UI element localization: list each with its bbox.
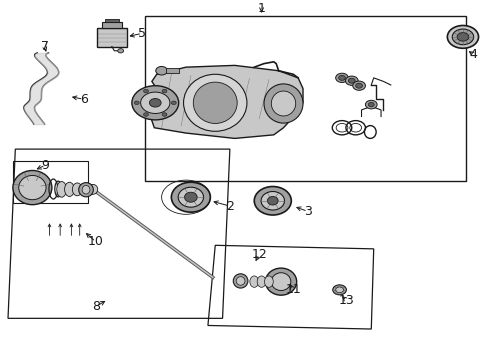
Ellipse shape xyxy=(19,175,46,200)
Circle shape xyxy=(352,81,365,90)
Ellipse shape xyxy=(233,274,247,288)
Circle shape xyxy=(332,285,346,295)
Ellipse shape xyxy=(271,273,290,291)
Ellipse shape xyxy=(267,197,278,205)
Circle shape xyxy=(149,99,161,107)
Circle shape xyxy=(132,86,178,120)
Bar xyxy=(13,161,88,203)
Ellipse shape xyxy=(265,268,296,295)
Circle shape xyxy=(143,89,148,93)
Ellipse shape xyxy=(264,84,303,123)
Ellipse shape xyxy=(80,184,90,195)
Text: 11: 11 xyxy=(285,283,301,296)
Circle shape xyxy=(143,113,148,116)
Ellipse shape xyxy=(254,186,291,215)
Circle shape xyxy=(451,29,473,45)
Polygon shape xyxy=(149,66,303,138)
Ellipse shape xyxy=(178,187,203,207)
Text: 9: 9 xyxy=(41,159,49,172)
Circle shape xyxy=(347,78,354,83)
Ellipse shape xyxy=(184,192,197,202)
Bar xyxy=(104,19,119,22)
Text: 10: 10 xyxy=(88,235,103,248)
Text: 13: 13 xyxy=(338,294,354,307)
Circle shape xyxy=(134,101,139,104)
Ellipse shape xyxy=(82,185,90,194)
Circle shape xyxy=(162,113,166,116)
Ellipse shape xyxy=(236,276,244,285)
Circle shape xyxy=(118,49,123,53)
Circle shape xyxy=(345,76,357,85)
Ellipse shape xyxy=(57,181,66,197)
Circle shape xyxy=(365,100,376,109)
Ellipse shape xyxy=(261,192,284,210)
Ellipse shape xyxy=(249,276,258,287)
Text: 2: 2 xyxy=(225,199,233,213)
Ellipse shape xyxy=(64,182,74,197)
Ellipse shape xyxy=(13,171,52,205)
Ellipse shape xyxy=(257,276,265,287)
Bar xyxy=(102,22,122,28)
Ellipse shape xyxy=(88,184,98,194)
Ellipse shape xyxy=(193,82,237,123)
Text: 6: 6 xyxy=(80,93,87,106)
Text: 1: 1 xyxy=(257,2,265,15)
Text: 7: 7 xyxy=(41,40,48,53)
Ellipse shape xyxy=(183,74,246,131)
Circle shape xyxy=(447,26,478,48)
Text: 3: 3 xyxy=(304,205,311,218)
Text: 8: 8 xyxy=(92,300,100,313)
Text: 5: 5 xyxy=(138,27,146,40)
Circle shape xyxy=(156,67,167,75)
Ellipse shape xyxy=(171,182,210,212)
Circle shape xyxy=(456,33,468,41)
Ellipse shape xyxy=(79,183,93,197)
Circle shape xyxy=(367,103,373,107)
Circle shape xyxy=(338,75,345,80)
Circle shape xyxy=(141,92,169,113)
Bar xyxy=(97,28,127,46)
Circle shape xyxy=(171,101,176,104)
Bar xyxy=(144,15,466,181)
Circle shape xyxy=(335,73,347,82)
Ellipse shape xyxy=(72,183,82,196)
Ellipse shape xyxy=(264,276,273,287)
Circle shape xyxy=(162,89,166,93)
Ellipse shape xyxy=(271,91,295,116)
Circle shape xyxy=(335,287,343,293)
Bar xyxy=(166,68,178,73)
Text: 12: 12 xyxy=(251,248,266,261)
Text: 4: 4 xyxy=(469,48,477,61)
Circle shape xyxy=(355,83,362,88)
